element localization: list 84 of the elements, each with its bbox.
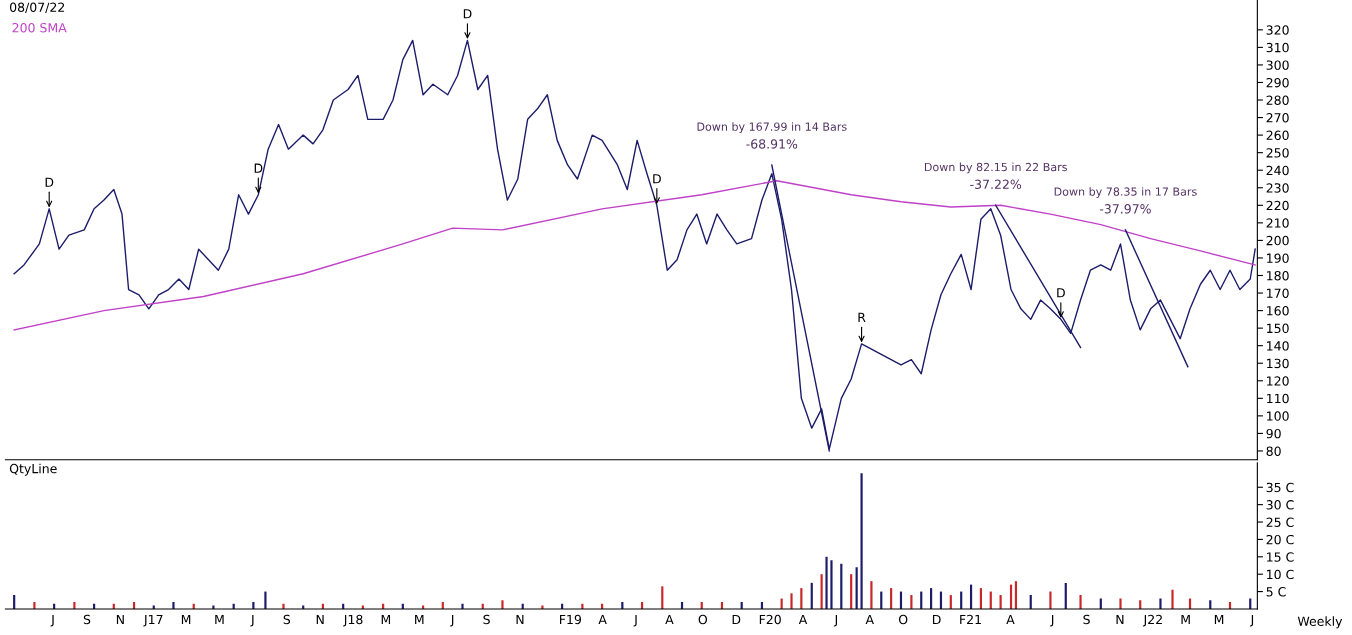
y-tick-label: 10 C bbox=[1267, 569, 1294, 580]
x-tick-label: J bbox=[1249, 614, 1254, 627]
x-tick-label: N bbox=[1116, 614, 1124, 625]
y-tick-label: 170 bbox=[1267, 288, 1289, 298]
x-tick-label: N bbox=[516, 614, 524, 625]
x-tick-label: A bbox=[798, 614, 808, 625]
y-tick-label: 280 bbox=[1266, 95, 1289, 105]
y-tick-label: 220 bbox=[1266, 200, 1289, 211]
y-tick-label: 35 C bbox=[1266, 482, 1294, 493]
x-tick-label: J bbox=[833, 614, 838, 627]
annotation: -68.91% bbox=[746, 139, 798, 149]
y-tick-label: 100 bbox=[1267, 411, 1289, 421]
y-tick-label: 250 bbox=[1266, 148, 1289, 158]
annotation: Down by 78.35 in 17 Bars bbox=[1054, 187, 1197, 198]
x-tick-label: J bbox=[50, 614, 54, 627]
x-tick-label: D bbox=[732, 614, 741, 625]
y-tick-label: 140 bbox=[1267, 341, 1289, 351]
x-tick-label: M bbox=[415, 614, 424, 625]
y-tick-label: 240 bbox=[1266, 165, 1289, 176]
annotation: D bbox=[45, 177, 54, 187]
chart-title: QtyLine bbox=[9, 463, 57, 476]
y-tick-label: 25 C bbox=[1266, 517, 1294, 527]
x-tick-label: M bbox=[181, 614, 191, 625]
x-tick-label: N bbox=[116, 614, 124, 625]
annotation: D bbox=[1057, 288, 1065, 298]
x-tick-label: N bbox=[316, 614, 324, 625]
y-tick-label: 270 bbox=[1266, 113, 1289, 123]
y-tick-label: 210 bbox=[1266, 218, 1289, 228]
y-tick-label: 90 bbox=[1266, 428, 1281, 439]
x-tick-label: J bbox=[1050, 614, 1054, 627]
x-tick-label: S bbox=[83, 614, 91, 625]
x-tick-label: A bbox=[1006, 614, 1015, 625]
x-tick-label: A bbox=[665, 614, 674, 625]
y-tick-label: 110 bbox=[1267, 393, 1289, 404]
x-tick-label: J bbox=[250, 614, 254, 627]
annotation: Down by 82.15 in 22 Bars bbox=[924, 162, 1067, 174]
annotation: -37.22% bbox=[970, 179, 1022, 189]
text: 200 SMA bbox=[12, 22, 67, 33]
y-tick-label: 15 C bbox=[1267, 552, 1294, 562]
y-tick-label: 230 bbox=[1266, 183, 1289, 193]
x-tick-label: F20 bbox=[759, 614, 781, 625]
x-tick-label: J17 bbox=[143, 614, 163, 627]
x-tick-label: M bbox=[381, 614, 391, 625]
y-tick-label: 180 bbox=[1267, 270, 1289, 281]
x-tick-label: S bbox=[1083, 614, 1090, 625]
y-tick-label: 310 bbox=[1266, 42, 1289, 53]
y-tick-label: 320 bbox=[1266, 25, 1289, 35]
x-tick-label: D bbox=[932, 614, 941, 625]
y-tick-label: 20 C bbox=[1266, 534, 1294, 545]
x-tick-label: A bbox=[598, 614, 607, 625]
x-tick-label: O bbox=[898, 614, 908, 625]
annotation: D bbox=[653, 174, 661, 184]
x-tick-label: A bbox=[865, 614, 874, 625]
annotation: -37.97% bbox=[1099, 204, 1151, 214]
annotation: D bbox=[463, 9, 472, 19]
annotation: D bbox=[254, 163, 263, 173]
y-tick-label: 190 bbox=[1267, 253, 1289, 263]
y-tick-label: 200 bbox=[1266, 235, 1289, 246]
x-tick-label: S bbox=[283, 614, 291, 625]
x-tick-label: F21 bbox=[960, 614, 981, 625]
annotation: R bbox=[858, 312, 866, 322]
x-tick-label: F19 bbox=[560, 614, 582, 625]
x-tick-label: J22 bbox=[1142, 614, 1162, 627]
x-tick-label: J bbox=[633, 614, 637, 627]
annotation: Down by 167.99 in 14 Bars bbox=[697, 122, 847, 133]
y-tick-label: 150 bbox=[1267, 323, 1289, 334]
text: Weekly bbox=[1297, 616, 1343, 629]
y-tick-label: 120 bbox=[1267, 376, 1289, 386]
chart-title: 08/07/22 bbox=[9, 2, 65, 13]
y-tick-label: 160 bbox=[1267, 306, 1289, 316]
y-tick-label: 300 bbox=[1266, 60, 1289, 70]
y-tick-label: 30 C bbox=[1266, 500, 1294, 510]
x-tick-label: M bbox=[1214, 614, 1224, 625]
x-tick-label: O bbox=[698, 614, 708, 625]
y-tick-label: 80 bbox=[1266, 446, 1281, 456]
y-tick-label: 290 bbox=[1266, 77, 1289, 88]
x-tick-label: S bbox=[483, 614, 490, 625]
y-tick-label: 5 C bbox=[1266, 587, 1286, 597]
x-tick-label: J bbox=[450, 614, 454, 627]
x-tick-label: J18 bbox=[343, 614, 363, 627]
x-tick-label: M bbox=[215, 614, 224, 625]
y-tick-label: 260 bbox=[1266, 130, 1289, 141]
y-tick-label: 130 bbox=[1267, 358, 1289, 369]
x-tick-label: M bbox=[1181, 614, 1190, 625]
